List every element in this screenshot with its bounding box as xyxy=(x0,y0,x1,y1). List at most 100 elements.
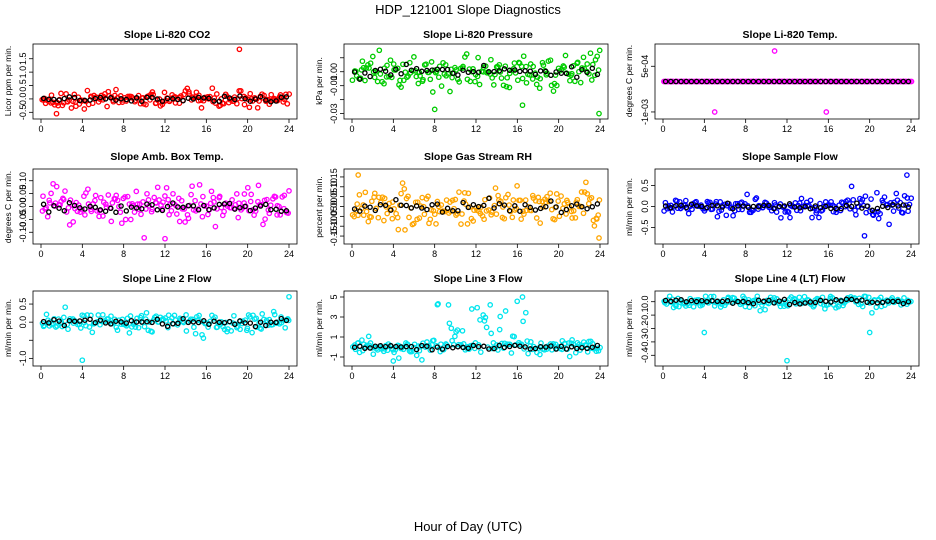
data-point xyxy=(453,212,459,218)
mean-point xyxy=(776,78,783,85)
y-tick-label: -0.01 xyxy=(329,75,339,96)
mean-point xyxy=(491,68,497,75)
mean-point xyxy=(771,300,777,306)
outlier-point xyxy=(861,232,868,239)
x-tick-label: 24 xyxy=(595,124,605,134)
data-point xyxy=(596,47,603,54)
data-point xyxy=(562,52,569,59)
mean-point xyxy=(761,298,767,305)
data-point xyxy=(70,219,77,225)
data-point xyxy=(809,214,815,221)
data-point xyxy=(124,193,131,200)
mean-point xyxy=(740,298,746,305)
data-point xyxy=(392,346,399,353)
mean-point xyxy=(543,68,549,75)
data-point xyxy=(798,195,805,202)
x-tick-label: 16 xyxy=(823,249,833,259)
mean-point xyxy=(455,72,461,78)
data-point xyxy=(723,212,730,219)
mean-point xyxy=(221,93,228,100)
y-axis-label: degrees C per min. xyxy=(3,171,13,243)
mean-point xyxy=(730,78,736,85)
mean-point xyxy=(662,297,669,304)
data-point xyxy=(286,188,292,194)
mean-point xyxy=(362,345,368,352)
data-point xyxy=(402,227,408,233)
mean-point xyxy=(424,206,430,213)
data-point xyxy=(525,350,531,357)
data-point xyxy=(166,211,172,218)
data-point xyxy=(569,215,575,221)
data-point xyxy=(690,303,697,310)
mean-point xyxy=(678,78,684,85)
x-tick-label: 16 xyxy=(201,249,211,259)
data-point xyxy=(474,304,481,311)
data-point xyxy=(706,298,713,305)
mean-point xyxy=(745,78,752,85)
data-point xyxy=(138,211,144,218)
data-point xyxy=(286,91,293,97)
mean-point xyxy=(382,202,389,209)
mean-point xyxy=(745,299,752,306)
mean-point xyxy=(450,208,456,214)
mean-point xyxy=(589,65,596,72)
mean-point xyxy=(668,298,674,305)
y-tick-label: -0.1 xyxy=(640,307,650,323)
mean-point xyxy=(398,71,404,77)
data-point xyxy=(381,80,387,87)
mean-point xyxy=(673,297,679,303)
mean-point xyxy=(170,96,176,102)
data-point xyxy=(540,62,547,69)
mean-point xyxy=(273,319,279,326)
mean-point xyxy=(517,343,523,349)
data-point xyxy=(785,209,792,215)
mean-point xyxy=(750,203,757,210)
mean-point xyxy=(869,78,876,85)
data-point xyxy=(662,199,669,206)
data-point xyxy=(377,199,384,206)
data-point xyxy=(801,293,808,300)
outlier-point xyxy=(355,172,362,178)
y-tick-label: 5 xyxy=(329,294,339,299)
data-point xyxy=(489,75,496,81)
data-point xyxy=(465,190,472,197)
mean-point xyxy=(786,201,793,207)
data-point xyxy=(253,315,260,322)
mean-point xyxy=(413,65,420,72)
data-point xyxy=(522,197,529,203)
data-point xyxy=(192,330,199,337)
mean-point xyxy=(175,320,181,327)
mean-point xyxy=(206,321,212,328)
mean-point xyxy=(823,203,829,210)
data-point xyxy=(185,215,192,222)
mean-point xyxy=(879,299,886,306)
data-point xyxy=(567,77,573,84)
data-point xyxy=(547,57,554,64)
mean-point xyxy=(900,202,907,208)
x-tick-label: 12 xyxy=(160,124,170,134)
outlier-point xyxy=(431,106,438,113)
mean-point xyxy=(854,298,860,304)
mean-point xyxy=(460,67,466,73)
data-point xyxy=(85,186,91,193)
data-point xyxy=(520,318,526,325)
mean-point xyxy=(113,318,119,324)
mean-point xyxy=(755,78,762,85)
mean-point xyxy=(429,347,435,353)
data-point xyxy=(477,317,483,323)
data-point xyxy=(200,193,206,200)
mean-point xyxy=(450,70,456,76)
mean-point xyxy=(82,206,88,212)
mean-point xyxy=(393,196,399,203)
y-tick-label: 0.0 xyxy=(640,200,650,213)
mean-point xyxy=(247,207,254,214)
data-point xyxy=(481,318,488,324)
mean-point xyxy=(439,346,446,352)
mean-point xyxy=(766,297,772,304)
mean-point xyxy=(460,344,466,351)
y-tick-label: 0.5 xyxy=(18,79,28,92)
mean-point xyxy=(232,321,238,328)
data-point xyxy=(126,330,133,336)
data-point xyxy=(399,180,406,186)
x-tick-label: 0 xyxy=(38,371,43,381)
